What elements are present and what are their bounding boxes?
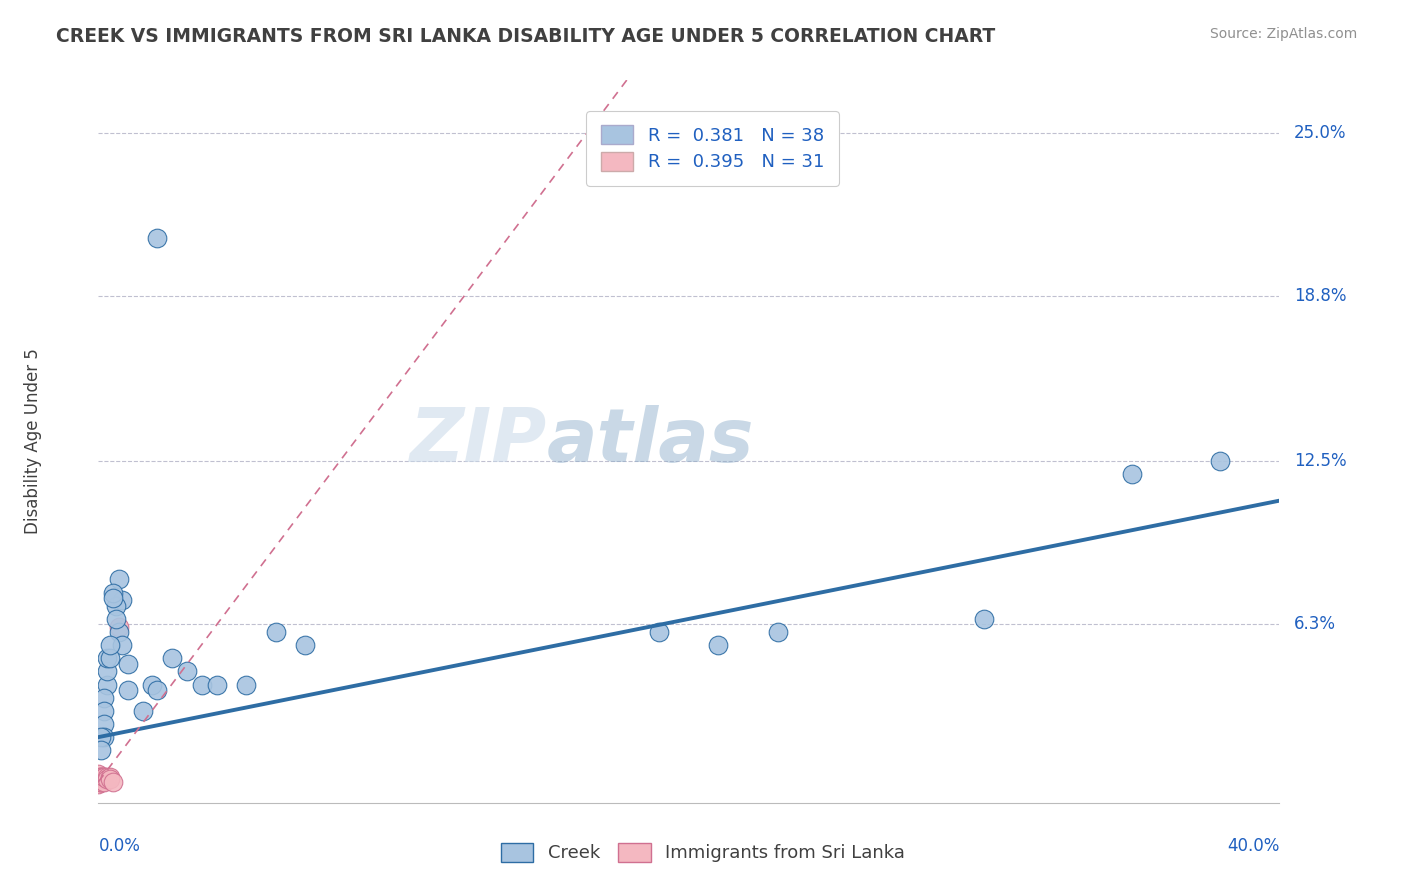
Point — [973, 612, 995, 626]
Text: ZIP: ZIP — [411, 405, 547, 478]
Point — [205, 677, 228, 691]
Point — [90, 770, 112, 784]
Point — [103, 585, 125, 599]
Point — [103, 591, 125, 605]
Text: 40.0%: 40.0% — [1227, 837, 1279, 855]
Point — [98, 770, 121, 784]
Point — [93, 704, 115, 718]
Point — [93, 770, 115, 784]
Point — [96, 772, 118, 786]
Text: Disability Age Under 5: Disability Age Under 5 — [24, 349, 42, 534]
Point — [96, 651, 118, 665]
Point — [90, 770, 112, 784]
Legend: Creek, Immigrants from Sri Lanka: Creek, Immigrants from Sri Lanka — [494, 836, 912, 870]
Point — [294, 638, 316, 652]
Point — [162, 651, 183, 665]
Text: 6.3%: 6.3% — [1295, 615, 1336, 633]
Point — [96, 770, 118, 784]
Point — [1209, 454, 1232, 468]
Point — [111, 638, 134, 652]
Point — [87, 777, 110, 791]
Point — [87, 770, 110, 784]
Point — [766, 625, 789, 640]
Point — [93, 770, 115, 784]
Point — [87, 774, 110, 789]
Point — [96, 665, 118, 679]
Point — [146, 231, 169, 245]
Point — [87, 772, 110, 786]
Text: 12.5%: 12.5% — [1295, 452, 1347, 470]
Text: atlas: atlas — [547, 405, 755, 478]
Text: 18.8%: 18.8% — [1295, 286, 1347, 305]
Point — [98, 772, 121, 786]
Point — [87, 772, 110, 786]
Point — [90, 774, 112, 789]
Point — [1121, 467, 1143, 482]
Point — [87, 774, 110, 789]
Point — [87, 772, 110, 786]
Point — [87, 774, 110, 789]
Point — [141, 677, 163, 691]
Point — [96, 677, 118, 691]
Text: CREEK VS IMMIGRANTS FROM SRI LANKA DISABILITY AGE UNDER 5 CORRELATION CHART: CREEK VS IMMIGRANTS FROM SRI LANKA DISAB… — [56, 27, 995, 45]
Text: 25.0%: 25.0% — [1295, 124, 1347, 142]
Point — [117, 657, 139, 671]
Point — [90, 772, 112, 786]
Point — [98, 638, 121, 652]
Point — [132, 704, 155, 718]
Point — [105, 612, 128, 626]
Point — [108, 573, 131, 587]
Point — [98, 651, 121, 665]
Point — [93, 772, 115, 786]
Point — [93, 774, 115, 789]
Point — [90, 743, 112, 757]
Point — [108, 625, 131, 640]
Point — [93, 730, 115, 744]
Point — [105, 599, 128, 613]
Point — [87, 770, 110, 784]
Text: Source: ZipAtlas.com: Source: ZipAtlas.com — [1209, 27, 1357, 41]
Text: 0.0%: 0.0% — [98, 837, 141, 855]
Point — [90, 730, 112, 744]
Point — [87, 772, 110, 786]
Point — [103, 774, 125, 789]
Point — [176, 665, 198, 679]
Point — [111, 593, 134, 607]
Point — [264, 625, 287, 640]
Point — [117, 682, 139, 697]
Point — [87, 767, 110, 781]
Point — [90, 772, 112, 786]
Point — [90, 772, 112, 786]
Point — [90, 774, 112, 789]
Point — [648, 625, 671, 640]
Point — [235, 677, 257, 691]
Point — [93, 690, 115, 705]
Point — [191, 677, 214, 691]
Point — [707, 638, 730, 652]
Legend: R =  0.381   N = 38, R =  0.395   N = 31: R = 0.381 N = 38, R = 0.395 N = 31 — [586, 111, 838, 186]
Point — [108, 620, 131, 634]
Point — [146, 682, 169, 697]
Point — [93, 717, 115, 731]
Point — [90, 774, 112, 789]
Point — [90, 770, 112, 784]
Point — [87, 770, 110, 784]
